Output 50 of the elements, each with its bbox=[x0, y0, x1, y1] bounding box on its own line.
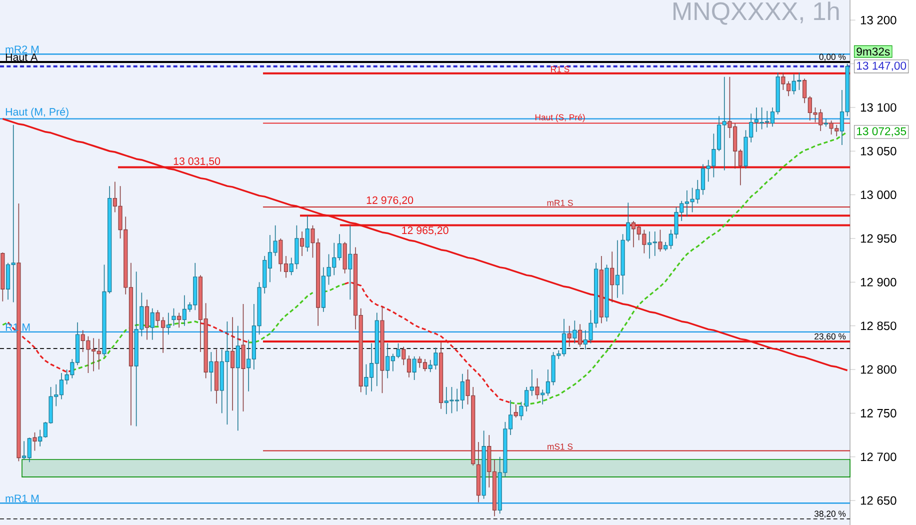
ref-line-label: 12 965,20 bbox=[402, 226, 448, 236]
candlestick bbox=[230, 316, 235, 411]
candlestick bbox=[658, 229, 662, 252]
candlestick bbox=[209, 352, 214, 392]
y-tick-label: 13 100 bbox=[860, 103, 896, 112]
ref-line-label: 12 976,20 bbox=[366, 196, 414, 206]
ref-line-label: mR1 M bbox=[6, 494, 39, 502]
y-tick-label: 12 800 bbox=[860, 365, 896, 374]
text: 9m32s bbox=[856, 48, 890, 56]
annotation: 0,00 % bbox=[819, 54, 846, 61]
candlestick bbox=[32, 432, 37, 452]
ref-line-label: Haut A bbox=[6, 54, 38, 61]
candlestick bbox=[567, 325, 572, 348]
y-tick-label: 12 700 bbox=[860, 452, 896, 462]
ref-line-label: mR1 S bbox=[547, 200, 573, 206]
y-tick-label: 13 050 bbox=[860, 146, 896, 156]
candlestick bbox=[150, 308, 154, 340]
annotation: 38,20 % bbox=[814, 510, 846, 518]
candlestick bbox=[348, 224, 352, 300]
ref-line-label: mR2 M bbox=[6, 46, 39, 54]
candlestick bbox=[824, 118, 828, 128]
y-tick-label: 13 200 bbox=[860, 16, 896, 24]
y-tick-label: 12 650 bbox=[860, 496, 896, 505]
text: 13 072,35 bbox=[857, 127, 906, 137]
candlestick bbox=[300, 231, 304, 256]
candlestick bbox=[236, 325, 240, 432]
candlestick bbox=[177, 312, 182, 328]
ref-line-label: R1 S bbox=[551, 66, 570, 72]
ref-line-label: 13 031,50 bbox=[174, 157, 220, 166]
annotation: 23,60 % bbox=[814, 333, 846, 340]
y-tick-label: 12 850 bbox=[860, 322, 896, 330]
y-tick-label: 13 000 bbox=[860, 190, 896, 200]
y-tick-label: 12 900 bbox=[860, 278, 896, 286]
ref-line-label: mS1 S bbox=[548, 444, 573, 450]
chart-title: MNQXXXX, 1h bbox=[674, 2, 839, 25]
candlestick bbox=[572, 320, 577, 344]
candlestick bbox=[305, 215, 310, 252]
candlestick bbox=[535, 378, 540, 400]
candlestick bbox=[172, 308, 176, 326]
y-tick-label: 12 950 bbox=[860, 234, 896, 243]
candlestick bbox=[610, 251, 614, 303]
candlestick bbox=[241, 304, 246, 412]
candlestick bbox=[412, 356, 416, 380]
candlestick bbox=[578, 324, 582, 348]
candlestick bbox=[144, 299, 150, 340]
y-tick-label: 12 750 bbox=[860, 408, 896, 418]
candlestick bbox=[514, 404, 518, 418]
ref-line-label: Haut (M, Pré) bbox=[6, 108, 68, 118]
candlestick bbox=[166, 312, 170, 335]
ref-line-label: 13 147,00 bbox=[857, 62, 906, 72]
